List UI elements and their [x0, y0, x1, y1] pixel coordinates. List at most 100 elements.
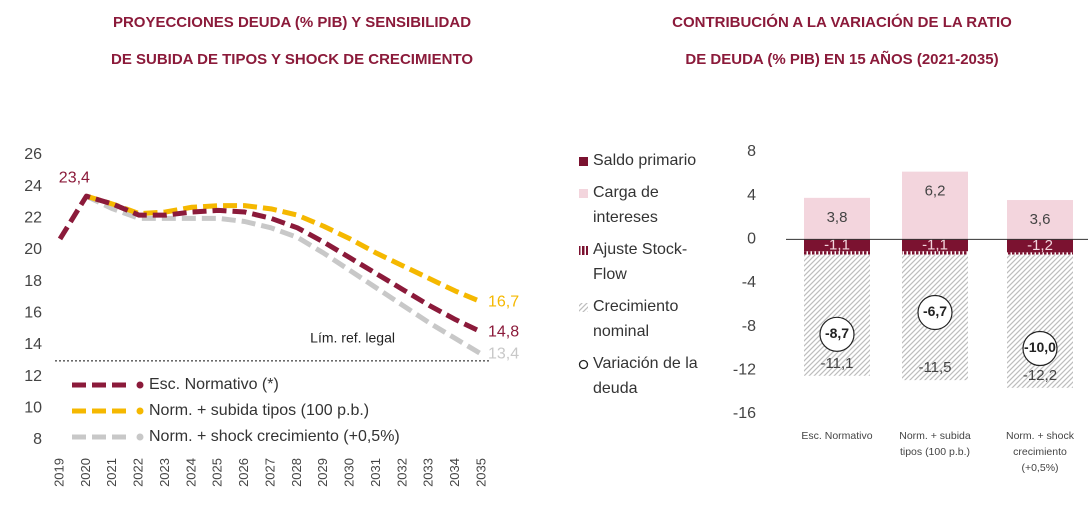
data-label: 3,8 [827, 209, 848, 226]
line-series [85, 193, 483, 305]
x-tick-label: 2025 [210, 458, 225, 487]
y-tick-label: 20 [24, 241, 42, 258]
legend-icon [578, 359, 589, 370]
legend-label: Variación de la deuda [593, 355, 698, 397]
y-tick-label: 12 [24, 368, 42, 385]
data-label: -10,0 [1024, 339, 1056, 355]
data-label: -11,5 [918, 359, 951, 376]
chart-title: PROYECCIONES DEUDA (% PIB) Y SENSIBILIDA… [113, 14, 471, 31]
bar-segment [804, 251, 870, 255]
data-label: 16,7 [488, 293, 519, 310]
legend-item: Crecimiento nominal [578, 294, 728, 344]
x-tick-label: Esc. Normativo [801, 430, 873, 442]
x-tick-label: 2032 [394, 458, 409, 487]
y-tick-label: 14 [24, 336, 42, 353]
line-series [57, 193, 484, 335]
chart-title: CONTRIBUCIÓN A LA VARIACIÓN DE LA RATIO [672, 13, 1012, 31]
data-label: 14,8 [488, 324, 519, 341]
legend-label: Norm. + shock crecimiento (+0,5%) [149, 428, 400, 445]
legend-item: Carga de intereses [578, 180, 728, 230]
x-tick-label: 2029 [315, 458, 330, 487]
x-tick-label: 2020 [78, 458, 93, 487]
data-label: 13,4 [488, 346, 519, 363]
y-tick-label: 0 [747, 231, 756, 248]
legend-marker [579, 246, 588, 255]
x-tick-label: 2022 [131, 458, 146, 487]
legend-marker [579, 157, 588, 166]
data-label: -8,7 [825, 325, 849, 341]
chart-title: DE DEUDA (% PIB) EN 15 AÑOS (2021-2035) [685, 50, 998, 68]
data-label: -6,7 [923, 303, 947, 319]
x-tick-label: 2034 [447, 458, 462, 487]
data-label: -1,1 [922, 236, 948, 253]
legend-label: Crecimiento nominal [593, 298, 679, 340]
point [917, 294, 953, 331]
legend-marker [136, 407, 144, 415]
bar-segment [902, 239, 968, 252]
legend-label: Norm. + subida tipos (100 p.b.) [149, 402, 369, 419]
y-tick-label: -12 [733, 362, 756, 379]
bar-segment [902, 171, 968, 240]
bar-segment [1007, 200, 1073, 240]
y-tick-label: 18 [24, 273, 42, 290]
data-label: 6,2 [925, 183, 946, 200]
x-tick-label: 2019 [51, 458, 66, 487]
data-label: -11,1 [820, 355, 853, 372]
legend: Saldo primario Carga de intereses Ajuste S… [578, 148, 728, 401]
bar-segment [902, 251, 968, 255]
y-tick-label: 16 [24, 305, 42, 322]
legend-label: Esc. Normativo (*) [149, 376, 279, 393]
y-tick-label: -16 [733, 405, 756, 422]
x-tick-label: 2028 [289, 458, 304, 487]
x-tick-label: Norm. + subida tipos (100 p.b.) [899, 430, 971, 458]
bar-segment [804, 197, 870, 240]
legend-item: Ajuste Stock-Flow [578, 237, 728, 287]
bar-segment [804, 254, 870, 376]
y-tick-label: -4 [742, 274, 756, 291]
legend-icon [579, 157, 588, 166]
y-tick-label: 8 [33, 431, 42, 448]
legend-label: Saldo primario [593, 152, 697, 169]
legend-marker [578, 359, 589, 370]
legend-item: Saldo primario [578, 148, 728, 173]
data-label: 3,6 [1030, 211, 1051, 228]
y-tick-label: 8 [747, 143, 756, 160]
point [1022, 330, 1058, 367]
reference-label: Lím. ref. legal [310, 330, 395, 346]
legend-marker [136, 381, 144, 389]
legend-label: Ajuste Stock-Flow [593, 241, 688, 283]
chart-title: DE SUBIDA DE TIPOS Y SHOCK DE CRECIMIENT… [111, 51, 473, 68]
data-label: 23,4 [59, 169, 90, 186]
x-tick-label: 2030 [342, 458, 357, 487]
y-tick-label: -8 [742, 318, 756, 335]
y-tick-label: 4 [747, 187, 756, 204]
x-tick-label: Norm. + shock crecimiento (+0,5%) [1006, 430, 1074, 474]
x-tick-label: 2024 [183, 458, 198, 487]
data-label: -1,2 [1027, 237, 1053, 254]
y-tick-label: 10 [24, 400, 42, 417]
data-label: -12,2 [1023, 367, 1057, 384]
x-tick-label: 2033 [421, 458, 436, 487]
legend-label: Carga de intereses [593, 184, 659, 226]
point [819, 316, 855, 352]
legend-marker [136, 433, 144, 441]
x-tick-label: 2023 [157, 458, 172, 487]
x-tick-label: 2027 [262, 458, 277, 487]
legend-icon [579, 303, 588, 312]
line-series [85, 193, 484, 357]
bar-segment [804, 239, 870, 252]
x-tick-label: 2031 [368, 458, 383, 487]
legend-marker [579, 189, 588, 198]
legend-item: Variación de la deuda [578, 351, 728, 401]
bar-segment [1007, 252, 1073, 255]
legend-icon [579, 246, 588, 255]
data-label: -1,1 [824, 236, 850, 253]
bar-segment [1007, 239, 1073, 253]
y-tick-label: 26 [24, 146, 42, 163]
legend-icon [579, 189, 588, 198]
y-tick-label: 24 [24, 178, 42, 195]
x-tick-label: 2035 [473, 458, 488, 487]
legend-marker [579, 303, 588, 312]
